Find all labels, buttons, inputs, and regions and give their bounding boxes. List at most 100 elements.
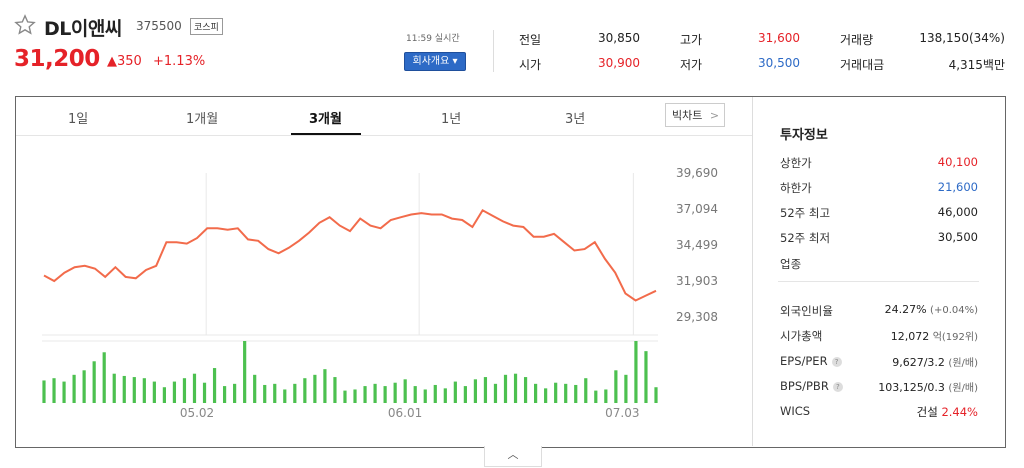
volume-bar [273, 383, 277, 403]
eps-per: 9,627/3.2 [892, 356, 945, 369]
foreign-ratio-label: 외국인비율 [780, 304, 833, 318]
prev-close-label: 전일 [519, 33, 542, 47]
wics-sector[interactable]: 건설 [916, 405, 938, 419]
volume-bar [122, 375, 126, 403]
market-badge: 코스피 [190, 18, 223, 35]
open-value: 30,900 [598, 56, 640, 70]
trade-amount-label: 거래대금 [840, 58, 885, 72]
volume-bar [353, 389, 357, 403]
volume-bar [142, 378, 146, 403]
investment-info-panel [752, 97, 1005, 446]
chevron-up-icon: ︿ [507, 448, 519, 461]
volume-bar [182, 378, 187, 403]
volume-bar [152, 381, 156, 403]
bps-pbr-text: BPS/PBR [780, 379, 829, 393]
y-tick-label-2: 34,499 [676, 238, 718, 252]
volume-bar [253, 374, 257, 403]
wics-pct: 2.44% [941, 405, 978, 419]
chart-grid [42, 173, 658, 342]
volume-bar [483, 377, 488, 403]
prev-close-value: 30,850 [598, 31, 640, 45]
wics-label: WICS [780, 404, 811, 418]
volume-bar [614, 370, 618, 403]
eps-per-text: EPS/PER [780, 354, 828, 368]
company-overview-button[interactable]: 회사개요 ▾ [404, 52, 466, 71]
high-value: 31,600 [758, 31, 800, 45]
week52-low-label: 52주 최저 [780, 231, 831, 245]
eps-per-label: EPS/PER? [780, 354, 842, 368]
open-label: 시가 [519, 58, 542, 72]
favorite-star-icon[interactable] [14, 14, 36, 36]
tab-1-year[interactable]: 1년 [441, 112, 462, 127]
volume-bar [42, 380, 46, 403]
market-cap-value: 12,072 억(192위) [860, 328, 978, 343]
volume-bar [574, 384, 578, 403]
tab-1-day[interactable]: 1일 [68, 112, 89, 127]
week52-high-label: 52주 최고 [780, 206, 831, 220]
help-icon[interactable]: ? [832, 381, 843, 392]
volume-bar [373, 383, 377, 403]
volume-bar [513, 373, 518, 403]
tab-3-month[interactable]: 3개월 [309, 112, 342, 127]
info-divider [778, 281, 979, 282]
volume-bar [52, 378, 56, 403]
volume-bar [534, 383, 538, 403]
volume-bar [202, 382, 207, 403]
price-chart: 39,690 37,094 34,499 31,903 29,308 05.02 06.0… [42, 166, 718, 420]
tab-3-year[interactable]: 3년 [565, 112, 586, 127]
volume-bar [644, 351, 648, 403]
volume-bar [72, 374, 76, 403]
invest-title: 투자정보 [780, 128, 828, 143]
tab-1-month[interactable]: 1개월 [186, 112, 219, 127]
volume-value: 138,150(34%) [919, 31, 1005, 45]
stock-name[interactable]: DL이앤씨 [44, 18, 122, 40]
y-tick-label-4: 29,308 [676, 310, 718, 324]
volume-bar [554, 382, 558, 403]
volume-bar [243, 341, 247, 403]
volume-label: 거래량 [840, 33, 874, 47]
header-divider [493, 30, 494, 72]
volume-bar [162, 387, 166, 403]
lower-limit-value: 21,600 [937, 180, 978, 194]
volume-bar [303, 378, 307, 403]
volume-bar [564, 383, 568, 403]
big-chart-button[interactable]: 빅차트 > [665, 103, 725, 127]
high-label: 고가 [680, 33, 703, 47]
realtime-label: 11:59 실시간 [406, 34, 460, 44]
volume-bar [92, 361, 96, 403]
collapse-toggle[interactable]: ︿ [484, 446, 542, 467]
help-icon[interactable]: ? [831, 356, 842, 367]
eps-per-value: 9,627/3.2 (원/배) [860, 354, 978, 369]
volume-bar [62, 381, 66, 403]
week52-low-value: 30,500 [937, 230, 978, 244]
price-change-pct: +1.13% [153, 54, 206, 69]
week52-high-value: 46,000 [937, 205, 978, 219]
market-cap: 12,072 [890, 330, 930, 343]
bps-pbr: 103,125/0.3 [878, 381, 945, 394]
x-tick-label-0: 05.02 [180, 406, 214, 420]
volume-bar [413, 386, 417, 403]
volume-bar [313, 374, 317, 403]
volume-bar [634, 341, 638, 403]
volume-bar [433, 384, 437, 403]
foreign-ratio-value: 24.27% (+0.04%) [860, 303, 978, 316]
volume-bar [172, 381, 177, 403]
volume-bar [82, 370, 86, 403]
volume-bar [463, 386, 467, 403]
upper-limit-label: 상한가 [780, 156, 812, 170]
volume-bar [523, 377, 528, 403]
period-tab-bar [16, 97, 752, 136]
y-axis-ticks: 39,690 37,094 34,499 31,903 29,308 [676, 166, 718, 324]
volume-bar [132, 377, 136, 403]
volume-bars [42, 341, 658, 403]
volume-bar [604, 389, 608, 403]
volume-bar [212, 368, 217, 403]
volume-bar [333, 377, 337, 403]
volume-bar [544, 388, 548, 403]
market-cap-label: 시가총액 [780, 329, 823, 343]
x-axis-ticks: 05.02 06.01 07.03 [180, 406, 640, 420]
volume-bar [192, 373, 197, 403]
volume-bar [112, 373, 116, 403]
lower-limit-label: 하한가 [780, 181, 812, 195]
volume-bar [263, 384, 267, 403]
